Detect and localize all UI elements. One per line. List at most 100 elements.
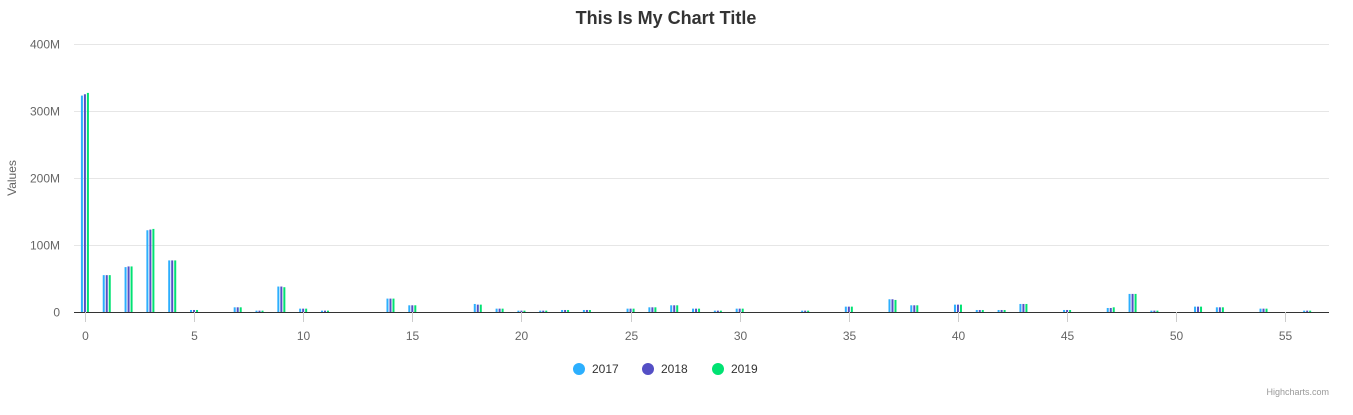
bar-2017-0[interactable]	[80, 95, 83, 312]
bar-2018-8[interactable]	[258, 310, 261, 312]
bar-2018-42[interactable]	[1000, 309, 1003, 312]
bar-2019-10[interactable]	[305, 308, 308, 312]
bar-2017-5[interactable]	[190, 309, 193, 312]
bar-2019-4[interactable]	[174, 260, 177, 312]
bar-2017-28[interactable]	[692, 308, 695, 312]
bar-2018-3[interactable]	[149, 229, 152, 312]
bar-2018-54[interactable]	[1262, 308, 1265, 312]
bar-2019-1[interactable]	[108, 275, 111, 312]
bar-2019-38[interactable]	[916, 305, 919, 312]
bar-2019-9[interactable]	[283, 287, 286, 312]
bar-2017-22[interactable]	[561, 309, 564, 312]
bar-2018-21[interactable]	[542, 310, 545, 312]
bar-2018-1[interactable]	[105, 275, 108, 312]
bar-2019-48[interactable]	[1134, 293, 1137, 312]
bar-2019-5[interactable]	[196, 309, 199, 312]
bar-2018-38[interactable]	[913, 305, 916, 312]
bar-2018-29[interactable]	[716, 310, 719, 312]
bar-2017-4[interactable]	[168, 260, 171, 312]
bar-2017-29[interactable]	[713, 310, 716, 312]
bar-2019-49[interactable]	[1156, 310, 1159, 312]
bar-2019-18[interactable]	[479, 304, 482, 312]
bar-2018-14[interactable]	[389, 298, 392, 312]
bar-2018-26[interactable]	[651, 307, 654, 312]
bar-2017-1[interactable]	[102, 275, 105, 312]
bar-2019-7[interactable]	[239, 307, 242, 312]
bar-2018-18[interactable]	[476, 304, 479, 312]
bar-2017-48[interactable]	[1128, 293, 1131, 312]
bar-2018-27[interactable]	[673, 305, 676, 312]
bar-2019-25[interactable]	[632, 308, 635, 312]
bar-2018-7[interactable]	[236, 307, 239, 312]
bar-2019-54[interactable]	[1265, 308, 1268, 312]
bar-2019-37[interactable]	[894, 299, 897, 312]
bar-2017-23[interactable]	[582, 309, 585, 312]
bar-2019-40[interactable]	[959, 304, 962, 312]
bar-2017-15[interactable]	[408, 305, 411, 312]
bar-2018-2[interactable]	[127, 266, 130, 312]
bar-2017-49[interactable]	[1150, 310, 1153, 312]
bar-2017-41[interactable]	[975, 309, 978, 312]
bar-2017-51[interactable]	[1194, 306, 1197, 312]
bar-2017-14[interactable]	[386, 298, 389, 312]
bar-2019-43[interactable]	[1025, 303, 1028, 312]
bar-2017-8[interactable]	[255, 310, 258, 312]
bar-2017-40[interactable]	[953, 304, 956, 312]
bar-2019-52[interactable]	[1221, 307, 1224, 312]
bar-2018-28[interactable]	[695, 308, 698, 312]
legend-item-2019[interactable]: 2019	[712, 362, 758, 376]
bar-2019-20[interactable]	[523, 310, 526, 312]
bar-2018-19[interactable]	[498, 308, 501, 312]
bar-2017-47[interactable]	[1106, 307, 1109, 312]
bar-2017-42[interactable]	[997, 309, 1000, 312]
bar-2019-35[interactable]	[850, 306, 853, 312]
bar-2019-23[interactable]	[588, 309, 591, 312]
bar-2017-18[interactable]	[473, 303, 476, 312]
bar-2019-56[interactable]	[1309, 310, 1312, 312]
bar-2018-52[interactable]	[1218, 307, 1221, 312]
bar-2019-11[interactable]	[327, 310, 329, 312]
legend-item-2017[interactable]: 2017	[573, 362, 619, 376]
bar-2017-37[interactable]	[888, 299, 891, 312]
bar-2019-28[interactable]	[698, 308, 701, 312]
bar-2017-19[interactable]	[495, 308, 498, 312]
bar-2018-41[interactable]	[978, 309, 981, 312]
bar-2017-2[interactable]	[124, 267, 127, 312]
bar-2018-35[interactable]	[847, 306, 850, 312]
bar-2019-33[interactable]	[807, 310, 810, 312]
bar-2018-22[interactable]	[564, 309, 567, 312]
bar-2019-21[interactable]	[545, 310, 548, 312]
bar-2019-29[interactable]	[719, 310, 722, 312]
bar-2019-2[interactable]	[130, 266, 133, 312]
bar-2019-14[interactable]	[392, 298, 395, 312]
bar-2019-51[interactable]	[1200, 306, 1203, 312]
bar-2017-26[interactable]	[648, 307, 651, 312]
bar-2018-45[interactable]	[1066, 309, 1069, 312]
bar-2019-41[interactable]	[981, 309, 984, 312]
bar-2019-8[interactable]	[261, 310, 264, 312]
legend-item-2018[interactable]: 2018	[642, 362, 688, 376]
bar-2018-10[interactable]	[302, 308, 305, 312]
bar-2019-30[interactable]	[741, 308, 744, 312]
bar-2018-48[interactable]	[1131, 293, 1134, 312]
bar-2018-0[interactable]	[83, 94, 86, 312]
bar-2017-3[interactable]	[146, 230, 149, 312]
bar-2017-56[interactable]	[1303, 310, 1306, 312]
bar-2017-9[interactable]	[277, 286, 280, 312]
bar-2018-9[interactable]	[280, 286, 283, 312]
bar-2017-54[interactable]	[1259, 308, 1262, 312]
bar-2017-7[interactable]	[233, 307, 236, 312]
bar-2018-47[interactable]	[1109, 307, 1112, 312]
bar-2018-4[interactable]	[171, 260, 174, 312]
bar-2017-21[interactable]	[539, 310, 542, 312]
bar-2018-40[interactable]	[956, 304, 959, 312]
bar-2017-45[interactable]	[1063, 309, 1066, 312]
bar-2017-33[interactable]	[801, 310, 804, 312]
bar-2018-33[interactable]	[804, 310, 807, 312]
bar-2019-0[interactable]	[86, 92, 89, 312]
bar-2018-11[interactable]	[324, 310, 326, 312]
bar-2017-11[interactable]	[321, 310, 323, 312]
credits-text[interactable]: Highcharts.com	[1266, 387, 1329, 397]
bar-2018-15[interactable]	[411, 305, 414, 312]
bar-2018-37[interactable]	[891, 299, 894, 312]
